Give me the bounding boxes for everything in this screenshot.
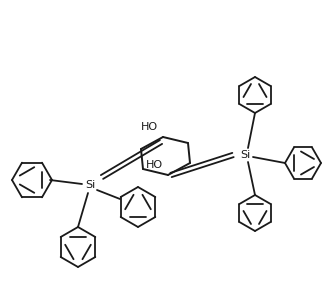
- Text: Si: Si: [240, 150, 250, 160]
- Text: Si: Si: [85, 180, 95, 190]
- Text: HO: HO: [146, 160, 163, 170]
- Text: HO: HO: [141, 122, 158, 132]
